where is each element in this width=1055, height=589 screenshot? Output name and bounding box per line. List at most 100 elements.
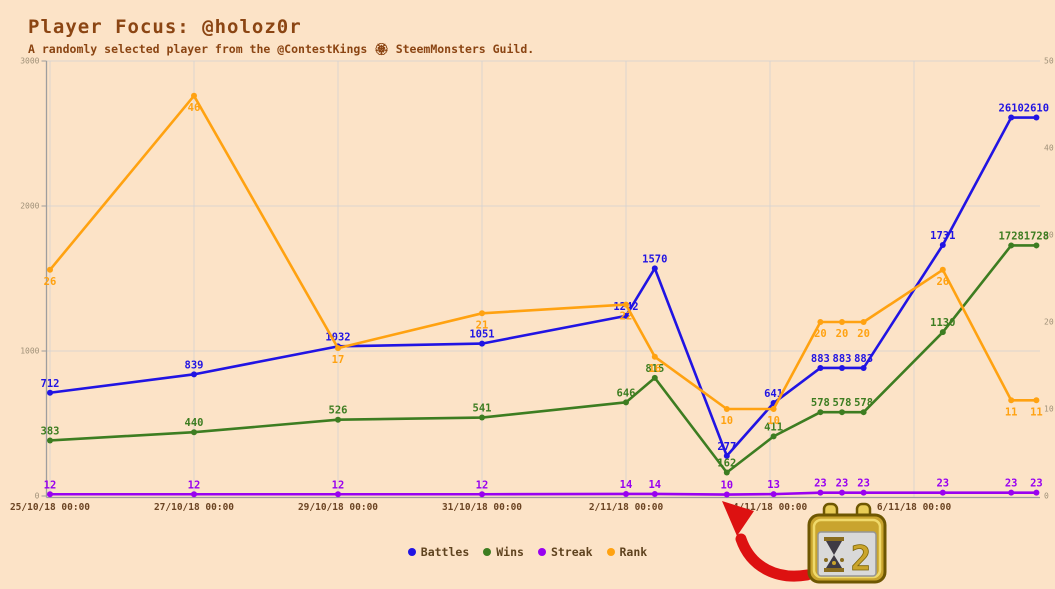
data-label-wins: 1130 xyxy=(930,317,955,329)
x-axis-date-label: 29/10/18 00:00 xyxy=(298,502,378,513)
data-point-streak xyxy=(335,491,341,498)
data-label-streak: 23 xyxy=(1005,478,1018,490)
legend-label: Streak xyxy=(550,545,593,559)
data-label-rank: 26 xyxy=(44,276,57,288)
data-point-wins xyxy=(479,414,485,421)
data-label-wins: 578 xyxy=(854,397,873,409)
legend-item-battles[interactable]: Battles xyxy=(407,545,469,559)
data-label-streak: 13 xyxy=(767,479,780,491)
legend-label: Wins xyxy=(496,545,524,559)
data-point-wins xyxy=(1008,242,1015,249)
data-label-streak: 10 xyxy=(720,480,733,492)
data-label-battles: 2610 xyxy=(999,103,1024,115)
left-axis-tick-label: 2000 xyxy=(20,202,39,211)
right-axis-tick-label: 0 xyxy=(1044,492,1049,501)
data-label-streak: 23 xyxy=(936,478,949,490)
data-label-streak: 23 xyxy=(836,478,849,490)
legend-dot-wins xyxy=(483,548,492,556)
data-label-wins: 815 xyxy=(645,363,664,375)
data-point-battles xyxy=(191,371,197,378)
data-point-wins xyxy=(1033,242,1040,249)
data-label-rank: 10 xyxy=(767,415,780,427)
series-line-wins xyxy=(49,244,1037,474)
left-axis-tick-label: 3000 xyxy=(20,57,39,66)
data-label-wins: 526 xyxy=(329,405,348,417)
data-point-streak xyxy=(47,491,53,498)
data-point-streak xyxy=(479,491,485,498)
data-label-battles: 1032 xyxy=(325,331,350,343)
data-label-streak: 23 xyxy=(814,478,827,490)
data-label-wins: 1728 xyxy=(999,230,1024,242)
legend-dot-battles xyxy=(407,548,416,556)
data-label-rank: 26 xyxy=(936,276,949,288)
data-point-wins xyxy=(860,409,867,416)
data-point-streak xyxy=(1008,489,1015,496)
legend-label: Rank xyxy=(619,545,648,559)
data-label-battles: 712 xyxy=(41,378,60,390)
data-point-rank xyxy=(1033,397,1040,404)
right-axis-tick-label: 40 xyxy=(1044,144,1054,153)
legend-dot-rank xyxy=(606,548,615,556)
data-label-battles: 1051 xyxy=(469,329,494,341)
data-point-wins xyxy=(939,329,946,336)
data-point-wins xyxy=(623,399,629,406)
data-point-wins xyxy=(839,409,845,416)
data-point-wins xyxy=(817,409,824,416)
data-point-rank xyxy=(860,319,867,325)
series-line-streak xyxy=(50,491,1037,496)
data-label-battles: 641 xyxy=(764,388,783,400)
data-point-rank xyxy=(817,319,824,325)
legend-item-rank[interactable]: Rank xyxy=(606,545,648,559)
data-label-rank: 22 xyxy=(620,311,633,323)
data-point-battles xyxy=(479,340,485,347)
data-label-battles: 883 xyxy=(854,353,873,365)
data-point-rank xyxy=(623,301,629,308)
data-label-rank: 20 xyxy=(836,328,849,340)
data-point-rank xyxy=(651,353,658,360)
data-label-battles: 277 xyxy=(717,441,736,453)
data-point-streak xyxy=(623,490,629,497)
data-point-wins xyxy=(651,374,658,381)
right-axis-tick-label: 20 xyxy=(1044,318,1054,327)
data-point-rank xyxy=(770,406,777,412)
data-label-wins: 541 xyxy=(473,403,492,415)
page-subtitle: A randomly selected player from the @Con… xyxy=(28,42,535,56)
data-label-wins: 1728 xyxy=(1024,230,1049,242)
data-point-battles xyxy=(1033,114,1040,121)
legend-dot-streak xyxy=(537,548,546,556)
series-line-rank xyxy=(48,94,1037,411)
data-point-rank xyxy=(335,345,341,352)
data-label-rank: 20 xyxy=(857,328,870,340)
legend-item-wins[interactable]: Wins xyxy=(483,545,524,559)
data-label-rank: 17 xyxy=(332,354,345,366)
data-point-rank xyxy=(479,310,485,317)
data-label-wins: 383 xyxy=(41,425,60,437)
data-point-battles xyxy=(651,265,658,272)
data-label-wins: 440 xyxy=(185,417,204,429)
data-label-streak: 14 xyxy=(620,479,633,491)
data-point-streak xyxy=(817,489,824,496)
legend-item-streak[interactable]: Streak xyxy=(537,545,593,559)
data-label-wins: 578 xyxy=(833,397,852,409)
data-point-battles xyxy=(860,364,867,371)
data-point-rank xyxy=(723,406,730,412)
data-label-streak: 23 xyxy=(1030,478,1043,490)
right-axis-tick-label: 10 xyxy=(1044,405,1054,414)
x-axis-date-label: 25/10/18 00:00 xyxy=(10,502,90,513)
x-axis-date-label: 4/11/18 00:00 xyxy=(733,502,808,513)
series-line-battles xyxy=(49,116,1037,458)
right-axis-tick-label: 30 xyxy=(1044,231,1054,240)
data-point-streak xyxy=(770,491,777,498)
data-label-battles: 1570 xyxy=(642,253,667,265)
data-point-battles xyxy=(47,389,53,396)
data-label-battles: 839 xyxy=(185,359,204,371)
x-axis-date-label: 31/10/18 00:00 xyxy=(442,502,522,513)
data-label-wins: 646 xyxy=(617,387,636,399)
data-label-rank: 11 xyxy=(1030,406,1043,418)
data-label-rank: 21 xyxy=(476,319,489,331)
page-title: Player Focus: @holoz0r xyxy=(28,16,302,38)
data-point-streak xyxy=(191,491,197,498)
data-label-wins: 578 xyxy=(811,397,830,409)
x-axis-date-label: 27/10/18 00:00 xyxy=(154,502,234,513)
